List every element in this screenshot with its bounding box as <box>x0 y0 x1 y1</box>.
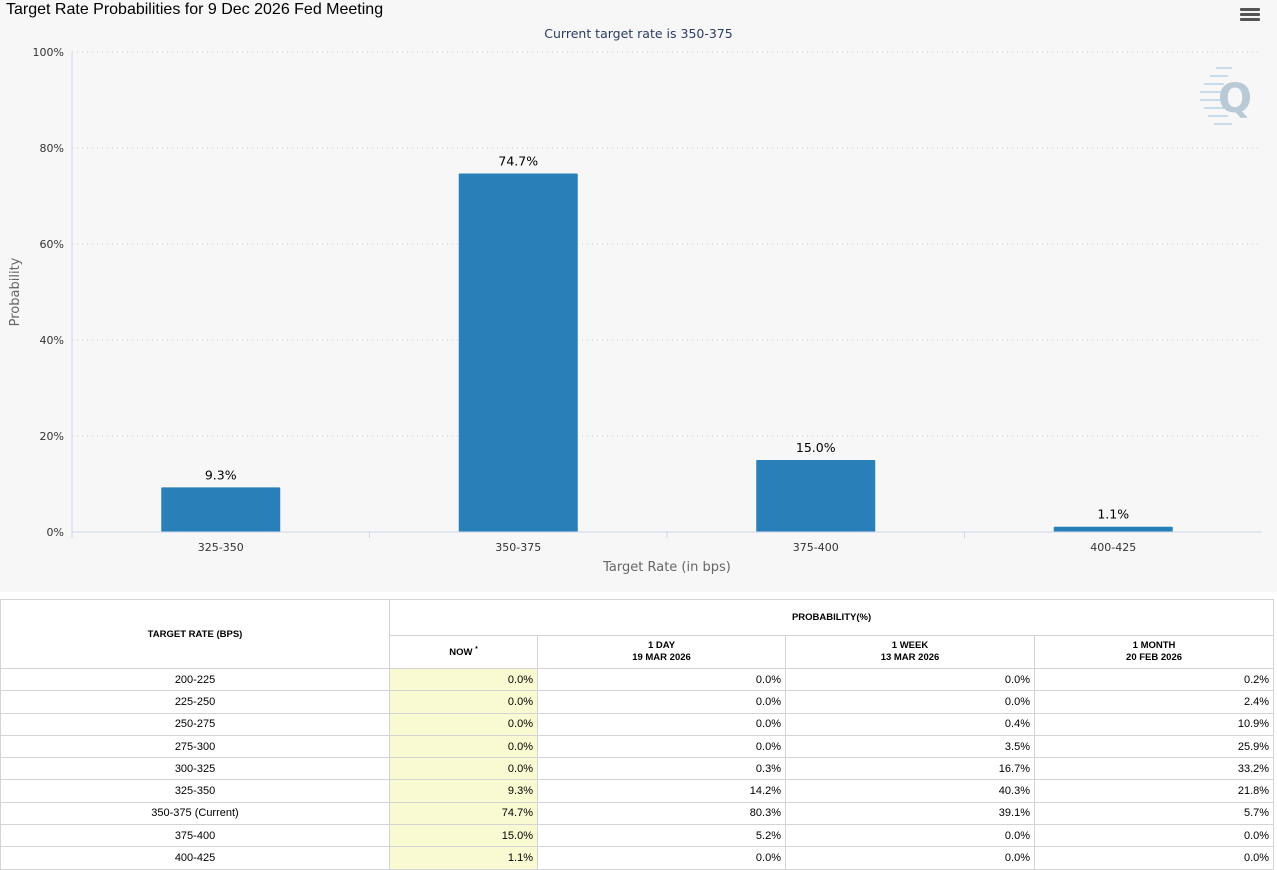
cell-now: 0.0% <box>389 734 538 759</box>
hamburger-menu-icon[interactable] <box>1238 6 1262 24</box>
bar-data-label: 1.1% <box>1097 507 1129 522</box>
y-tick-label: 20% <box>40 430 64 443</box>
cell-week: 0.0% <box>785 690 1035 714</box>
x-tick-label: 400-425 <box>1090 541 1136 554</box>
cell-month: 0.0% <box>1033 846 1275 870</box>
cell-week: 0.4% <box>785 712 1035 736</box>
cell-rate: 350-375 (Current) <box>0 801 390 826</box>
table-row: 275-300 0.0% 0.0% 3.5% 25.9% <box>0 734 1275 759</box>
one-month-date: 20 FEB 2026 <box>1126 652 1183 663</box>
cell-rate: 400-425 <box>0 846 390 870</box>
table-row: 375-400 15.0% 5.2% 0.0% 0.0% <box>0 824 1275 848</box>
cell-day: 0.0% <box>537 690 786 714</box>
bar-data-label: 9.3% <box>205 467 237 482</box>
bar-data-label: 15.0% <box>796 440 836 455</box>
probability-header: PROBABILITY(%) <box>388 599 1275 636</box>
table-row: 400-425 1.1% 0.0% 0.0% 0.0% <box>0 846 1275 870</box>
one-month-label: 1 MONTH <box>1132 640 1176 651</box>
bar[interactable] <box>161 487 281 532</box>
y-tick-label: 60% <box>40 238 64 251</box>
cell-month: 0.0% <box>1033 824 1275 848</box>
cell-rate: 300-325 <box>0 757 390 781</box>
one-week-date: 13 MAR 2026 <box>880 652 940 663</box>
cell-rate: 325-350 <box>0 779 390 803</box>
cell-week: 0.0% <box>785 824 1035 848</box>
x-tick-label: 325-350 <box>198 541 244 554</box>
cell-now: 9.3% <box>389 779 538 803</box>
cell-now: 74.7% <box>389 801 538 826</box>
y-tick-label: 100% <box>33 46 64 59</box>
one-month-column-header: 1 MONTH 20 FEB 2026 <box>1033 635 1275 669</box>
y-tick-label: 80% <box>40 142 64 155</box>
cell-week: 0.0% <box>785 667 1035 692</box>
bar-chart: 0% 20% 40% 60% 80% 100% 9.3% 325-350 74.7% 350-37… <box>8 46 1262 575</box>
cell-week: 39.1% <box>785 801 1035 826</box>
cell-week: 40.3% <box>785 779 1035 803</box>
cell-month: 25.9% <box>1033 734 1275 759</box>
one-day-column-header: 1 DAY 19 MAR 2026 <box>537 635 786 669</box>
now-column-header: NOW * <box>389 635 538 669</box>
cell-day: 0.0% <box>537 734 786 759</box>
chart-panel: 0% 20% 40% 60% 80% 100% 9.3% 325-350 74.7% 350-37… <box>6 1 1262 575</box>
bar[interactable] <box>1053 526 1173 532</box>
y-tick-label: 40% <box>40 334 64 347</box>
cell-month: 0.2% <box>1033 667 1275 692</box>
now-label: NOW <box>449 647 473 659</box>
now-footnote-marker: * <box>475 646 478 654</box>
cell-now: 0.0% <box>389 712 538 736</box>
target-rate-header: TARGET RATE (BPS) <box>0 599 390 669</box>
x-tick-label: 350-375 <box>495 541 541 554</box>
bar[interactable] <box>756 460 876 532</box>
table-row: 250-275 0.0% 0.0% 0.4% 10.9% <box>0 712 1275 736</box>
cell-month: 10.9% <box>1033 712 1275 736</box>
cell-now: 0.0% <box>389 667 538 692</box>
cell-month: 2.4% <box>1033 690 1275 714</box>
cell-month: 21.8% <box>1033 779 1275 803</box>
q-logo-icon: Q <box>1200 67 1252 125</box>
table-row: 200-225 0.0% 0.0% 0.0% 0.2% <box>0 667 1275 692</box>
y-tick-label: 0% <box>47 526 64 539</box>
chart-title: Target Rate Probabilities for 9 Dec 2026… <box>6 1 384 18</box>
one-week-label: 1 WEEK <box>891 640 929 651</box>
cell-now: 0.0% <box>389 757 538 781</box>
cell-month: 5.7% <box>1033 801 1275 826</box>
y-axis-title: Probability <box>8 257 23 326</box>
probability-table: TARGET RATE (BPS) PROBABILITY(%) NOW * 1… <box>0 599 1275 870</box>
cell-day: 80.3% <box>537 801 786 826</box>
cell-rate: 200-225 <box>0 667 390 692</box>
probability-table-container: TARGET RATE (BPS) PROBABILITY(%) NOW * 1… <box>0 599 1275 870</box>
x-tick-label: 375-400 <box>793 541 839 554</box>
chart-subtitle: Current target rate is 350-375 <box>544 26 733 41</box>
table-row: 225-250 0.0% 0.0% 0.0% 2.4% <box>0 690 1275 714</box>
cell-day: 0.3% <box>537 757 786 781</box>
cell-day: 0.0% <box>537 667 786 692</box>
cell-day: 0.0% <box>537 712 786 736</box>
cell-week: 16.7% <box>785 757 1035 781</box>
cell-week: 3.5% <box>785 734 1035 759</box>
table-row: 350-375 (Current) 74.7% 80.3% 39.1% 5.7% <box>0 801 1275 826</box>
cell-now: 15.0% <box>389 824 538 848</box>
bar-data-label: 74.7% <box>498 153 538 168</box>
cell-day: 5.2% <box>537 824 786 848</box>
bar[interactable] <box>458 173 578 532</box>
cell-day: 14.2% <box>537 779 786 803</box>
cell-day: 0.0% <box>537 846 786 870</box>
table-row: 325-350 9.3% 14.2% 40.3% 21.8% <box>0 779 1275 803</box>
cell-week: 0.0% <box>785 846 1035 870</box>
cell-rate: 250-275 <box>0 712 390 736</box>
cell-now: 0.0% <box>389 690 538 714</box>
x-axis-title: Target Rate (in bps) <box>602 560 731 575</box>
probability-table-body: 200-225 0.0% 0.0% 0.0% 0.2% 225-250 0.0% 0.0% 0.… <box>0 667 1275 870</box>
svg-text:Q: Q <box>1218 76 1252 122</box>
cell-rate: 225-250 <box>0 690 390 714</box>
one-day-label: 1 DAY <box>647 640 676 651</box>
one-week-column-header: 1 WEEK 13 MAR 2026 <box>785 635 1035 669</box>
one-day-date: 19 MAR 2026 <box>632 652 691 663</box>
cell-rate: 275-300 <box>0 734 390 759</box>
cell-month: 33.2% <box>1033 757 1275 781</box>
table-row: 300-325 0.0% 0.3% 16.7% 33.2% <box>0 757 1275 781</box>
cell-now: 1.1% <box>389 846 538 870</box>
cell-rate: 375-400 <box>0 824 390 848</box>
